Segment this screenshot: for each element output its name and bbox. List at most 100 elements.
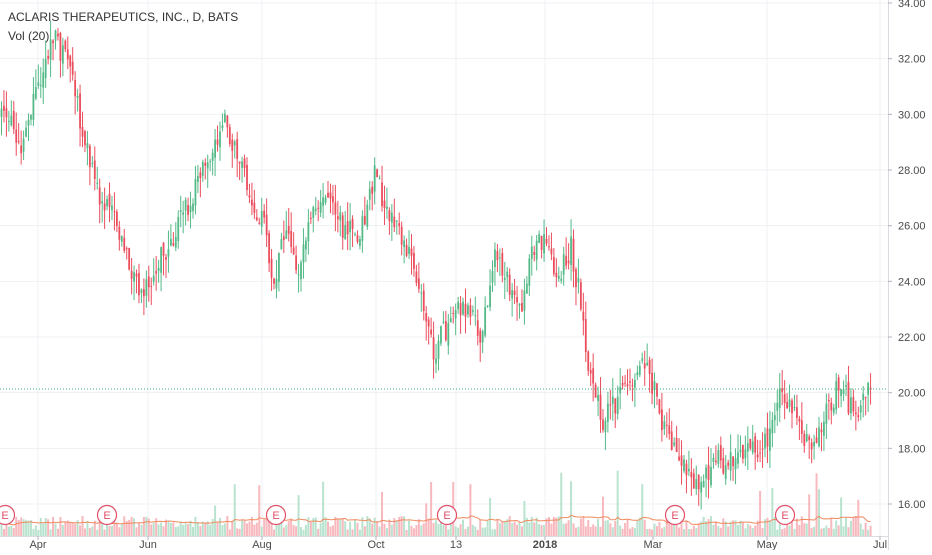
volume-bar [216, 522, 219, 536]
earnings-marker[interactable]: E [664, 504, 686, 526]
last-price-line-layer: 20.13 [0, 381, 932, 398]
volume-bar [361, 517, 364, 536]
volume-bar [820, 528, 823, 536]
volume-bar [714, 521, 717, 536]
candle-body [852, 397, 855, 412]
volume-ma-line [1, 514, 871, 526]
volume-bar [435, 520, 438, 536]
candle-body [123, 237, 126, 251]
candle-body [57, 33, 59, 37]
earnings-marker[interactable]: E [0, 504, 16, 526]
candle-body [707, 465, 710, 480]
y-tick-label: 22.00 [898, 332, 926, 344]
candle-body [118, 226, 121, 240]
candle-body [619, 387, 622, 394]
volume-bar [523, 500, 526, 536]
volume-bar [64, 521, 67, 536]
volume-bar [238, 528, 241, 536]
candle-body [673, 442, 676, 446]
candle-body [251, 199, 253, 206]
volume-bar [221, 525, 224, 536]
volume-bar [582, 516, 585, 536]
earnings-marker[interactable]: E [774, 504, 796, 526]
volume-bar [270, 517, 273, 536]
candle-body [604, 420, 607, 433]
candle-body [859, 405, 862, 413]
volume-bar [66, 520, 69, 536]
volume-bar [226, 516, 229, 536]
candle-body [295, 255, 297, 270]
volume-bar [147, 518, 150, 536]
candle-body [656, 383, 658, 397]
candle-body [690, 471, 693, 478]
volume-bar [25, 520, 28, 536]
volume-bar [741, 521, 744, 536]
candle-body [503, 277, 506, 280]
volume-bar [110, 525, 113, 536]
candle-body [616, 396, 619, 414]
volume-bar [378, 526, 381, 536]
candle-body [233, 141, 236, 146]
earnings-marker[interactable]: E [436, 504, 458, 526]
volume-bar [682, 529, 685, 536]
volume-bar [825, 525, 828, 536]
earnings-label: E [671, 510, 678, 522]
candle-body [336, 216, 339, 220]
volume-bar [174, 527, 177, 536]
candle-body [194, 179, 197, 206]
candle-body [34, 87, 37, 99]
candle-body [587, 351, 590, 371]
candle-body [167, 249, 170, 257]
volume-bar [56, 528, 59, 536]
candle-body [236, 139, 239, 159]
candle-body [47, 55, 50, 59]
volume-bar [44, 518, 47, 536]
volume-bar [835, 520, 838, 536]
candle-body [150, 285, 153, 287]
volume-bar [314, 517, 317, 536]
volume-bar [692, 525, 695, 536]
volume-bar [631, 527, 634, 536]
candle-body [128, 248, 131, 270]
candle-body [511, 290, 514, 299]
volume-bar [530, 516, 533, 536]
volume-bar [118, 527, 121, 536]
volume-bar [766, 517, 769, 536]
volume-bar [263, 519, 266, 536]
earnings-marker[interactable]: E [96, 504, 118, 526]
volume-bar [734, 520, 737, 536]
candle-body [584, 319, 587, 353]
y-tick-label: 16.00 [898, 499, 926, 511]
volume-bar [484, 527, 487, 536]
candle-body [867, 382, 870, 395]
volume-bar [626, 519, 629, 536]
candle-body [847, 381, 850, 414]
volume-bar [449, 518, 452, 536]
volume-bar [648, 528, 651, 536]
candle-body [400, 226, 403, 245]
candle-body [525, 283, 528, 294]
volume-bar [707, 519, 710, 536]
candle-body [474, 315, 477, 317]
earnings-marker[interactable]: E [265, 504, 287, 526]
candle-body [469, 305, 472, 317]
volume-bar [459, 524, 462, 536]
candle-body [449, 318, 452, 323]
candle-body [12, 110, 15, 130]
candle-body [692, 473, 695, 489]
volume-bar [393, 518, 396, 536]
candle-body [135, 273, 138, 277]
candle-body [658, 399, 661, 414]
volume-bar [724, 521, 727, 536]
volume-bar [555, 517, 558, 536]
candle-body [737, 452, 739, 464]
volume-bar [751, 528, 754, 536]
volume-bar [69, 522, 72, 536]
volume-bar [113, 519, 116, 536]
volume-bar [491, 529, 494, 536]
volume-bar [2, 529, 5, 536]
volume-bar [800, 516, 803, 536]
